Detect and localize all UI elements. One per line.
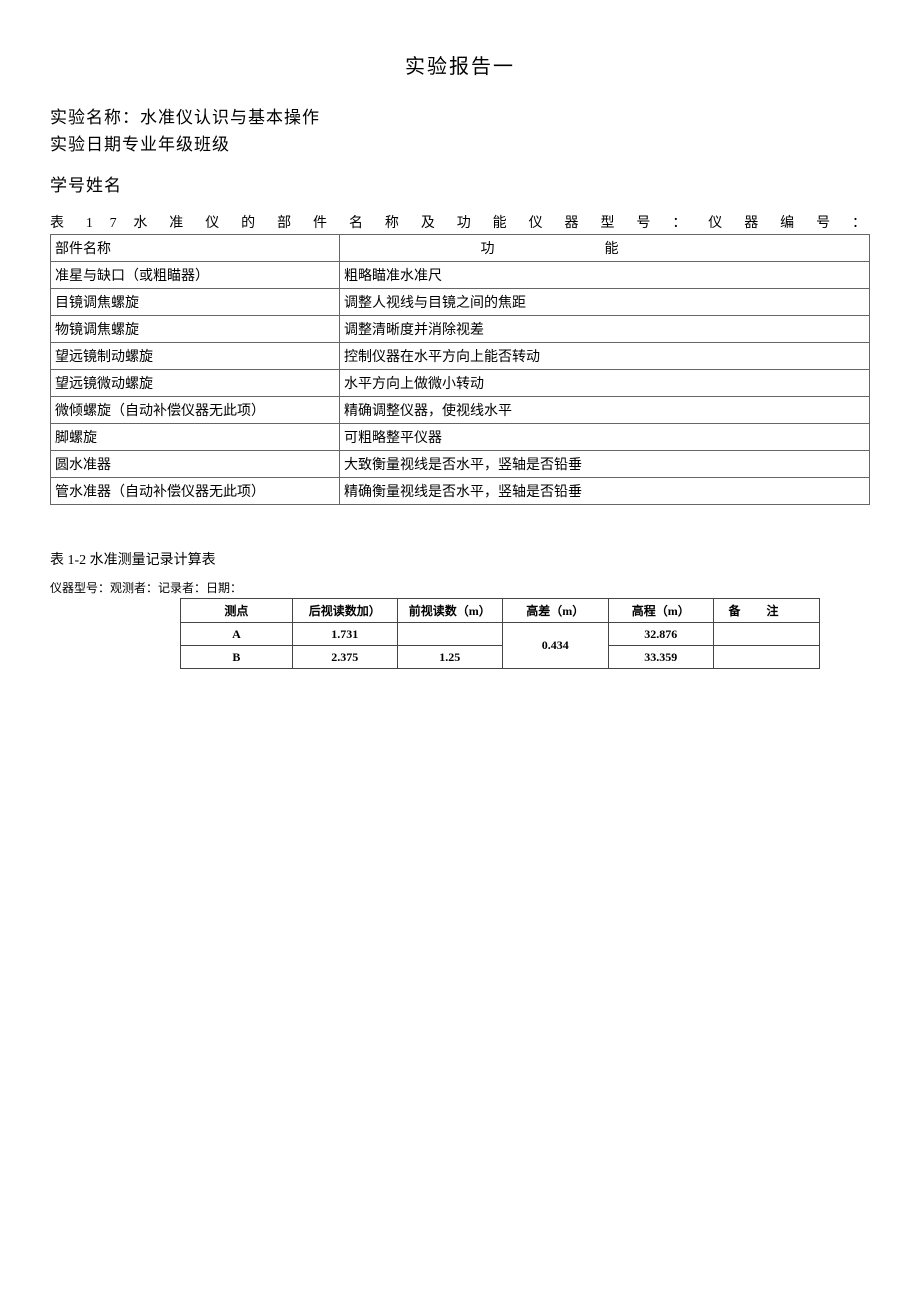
date-class-line: 实验日期专业年级班级 [50, 130, 870, 155]
table2-caption: 表 1-2 水准测量记录计算表 [50, 549, 870, 569]
table-row: 脚螺旋可粗略整平仪器 [51, 424, 870, 451]
table-row: 微倾螺旋（自动补偿仪器无此项）精确调整仪器，使视线水平 [51, 397, 870, 424]
id-name-line: 学号姓名 [50, 171, 870, 196]
report-title: 实验报告一 [50, 50, 870, 79]
measure-table: 测点 后视读数加） 前视读数（m） 高差（m） 高程（m） 备注 A 1.731… [180, 598, 820, 669]
measure-header-back: 后视读数加） [292, 599, 397, 623]
table2-meta: 仪器型号：观测者：记录者：日期： [50, 579, 870, 596]
table-row: A 1.731 0.434 32.876 [181, 623, 820, 646]
measure-header-point: 测点 [181, 599, 293, 623]
table-row: B 2.375 1.25 33.359 [181, 646, 820, 669]
table-row: 望远镜制动螺旋控制仪器在水平方向上能否转动 [51, 343, 870, 370]
measure-header-elev: 高程（m） [608, 599, 713, 623]
measure-header-front: 前视读数（m） [397, 599, 502, 623]
measure-header-note: 备注 [714, 599, 820, 623]
table1-caption: 表 1 7 水 准 仪 的 部 件 名 称 及 功 能 仪 器 型 号 ： 仪 … [50, 212, 870, 232]
experiment-name-line: 实验名称：水准仪认识与基本操作 [50, 103, 870, 128]
parts-header-name: 部件名称 [51, 235, 340, 262]
table-row: 物镜调焦螺旋调整清晰度并消除视差 [51, 316, 870, 343]
table-row: 圆水准器大致衡量视线是否水平，竖轴是否铅垂 [51, 451, 870, 478]
table-row: 准星与缺口（或粗瞄器）粗略瞄准水准尺 [51, 262, 870, 289]
measure-header-row: 测点 后视读数加） 前视读数（m） 高差（m） 高程（m） 备注 [181, 599, 820, 623]
parts-table: 部件名称 功能 准星与缺口（或粗瞄器）粗略瞄准水准尺 目镜调焦螺旋调整人视线与目… [50, 234, 870, 505]
measure-header-diff: 高差（m） [503, 599, 608, 623]
table-row: 望远镜微动螺旋水平方向上做微小转动 [51, 370, 870, 397]
table-row: 管水准器（自动补偿仪器无此项）精确衡量视线是否水平，竖轴是否铅垂 [51, 478, 870, 505]
parts-header-func: 功能 [340, 235, 870, 262]
table-row: 目镜调焦螺旋调整人视线与目镜之间的焦距 [51, 289, 870, 316]
